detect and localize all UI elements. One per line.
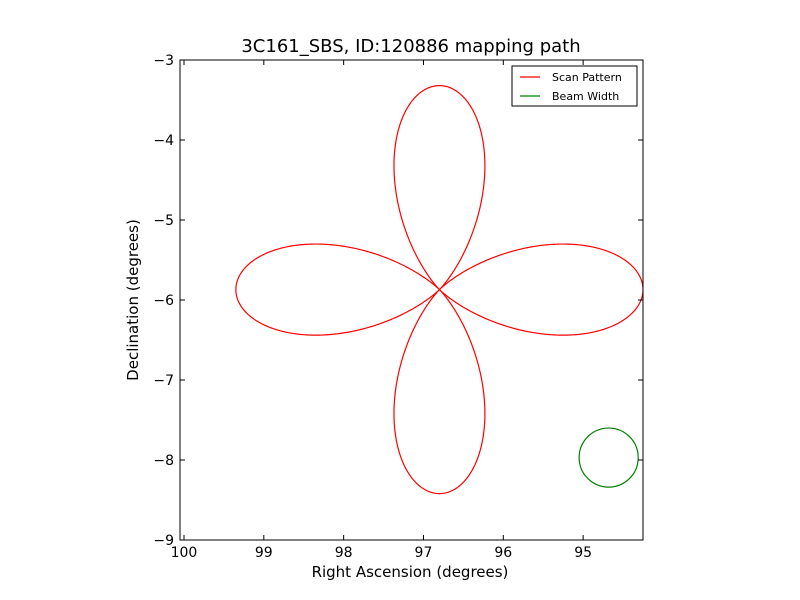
- y-tick-label: −8: [153, 453, 174, 469]
- y-tick-label: −5: [153, 213, 174, 229]
- y-tick-label: −6: [153, 293, 174, 309]
- x-tick-label: 96: [494, 545, 512, 561]
- plot-area: [235, 84, 643, 495]
- legend-beam-width-label: Beam Width: [552, 90, 619, 103]
- y-tick-label: −3: [153, 53, 174, 69]
- y-axis-label: Declination (degrees): [124, 219, 142, 381]
- x-axis-label: Right Ascension (degrees): [312, 563, 509, 581]
- axes-frame: [179, 59, 644, 541]
- chart-title: 3C161_SBS, ID:120886 mapping path: [241, 36, 580, 57]
- legend-scan-pattern-label: Scan Pattern: [552, 71, 622, 84]
- x-tick-label: 97: [415, 545, 433, 561]
- y-tick-label: −7: [153, 373, 174, 389]
- beam-width-circle: [578, 427, 639, 488]
- axes: 100 99 98 97 96 95 −3 −4 −5 −6 −7 −8 −9: [153, 53, 644, 561]
- x-tick-label: 99: [255, 545, 273, 561]
- x-tick-label: 98: [335, 545, 353, 561]
- legend: Scan Pattern Beam Width: [511, 65, 638, 107]
- scan-pattern-line: [235, 84, 643, 495]
- x-tick-label: 95: [574, 545, 592, 561]
- legend-box: [511, 65, 638, 107]
- y-tick-label: −9: [153, 533, 174, 549]
- x-tick-label: 100: [171, 545, 198, 561]
- y-tick-label: −4: [153, 133, 174, 149]
